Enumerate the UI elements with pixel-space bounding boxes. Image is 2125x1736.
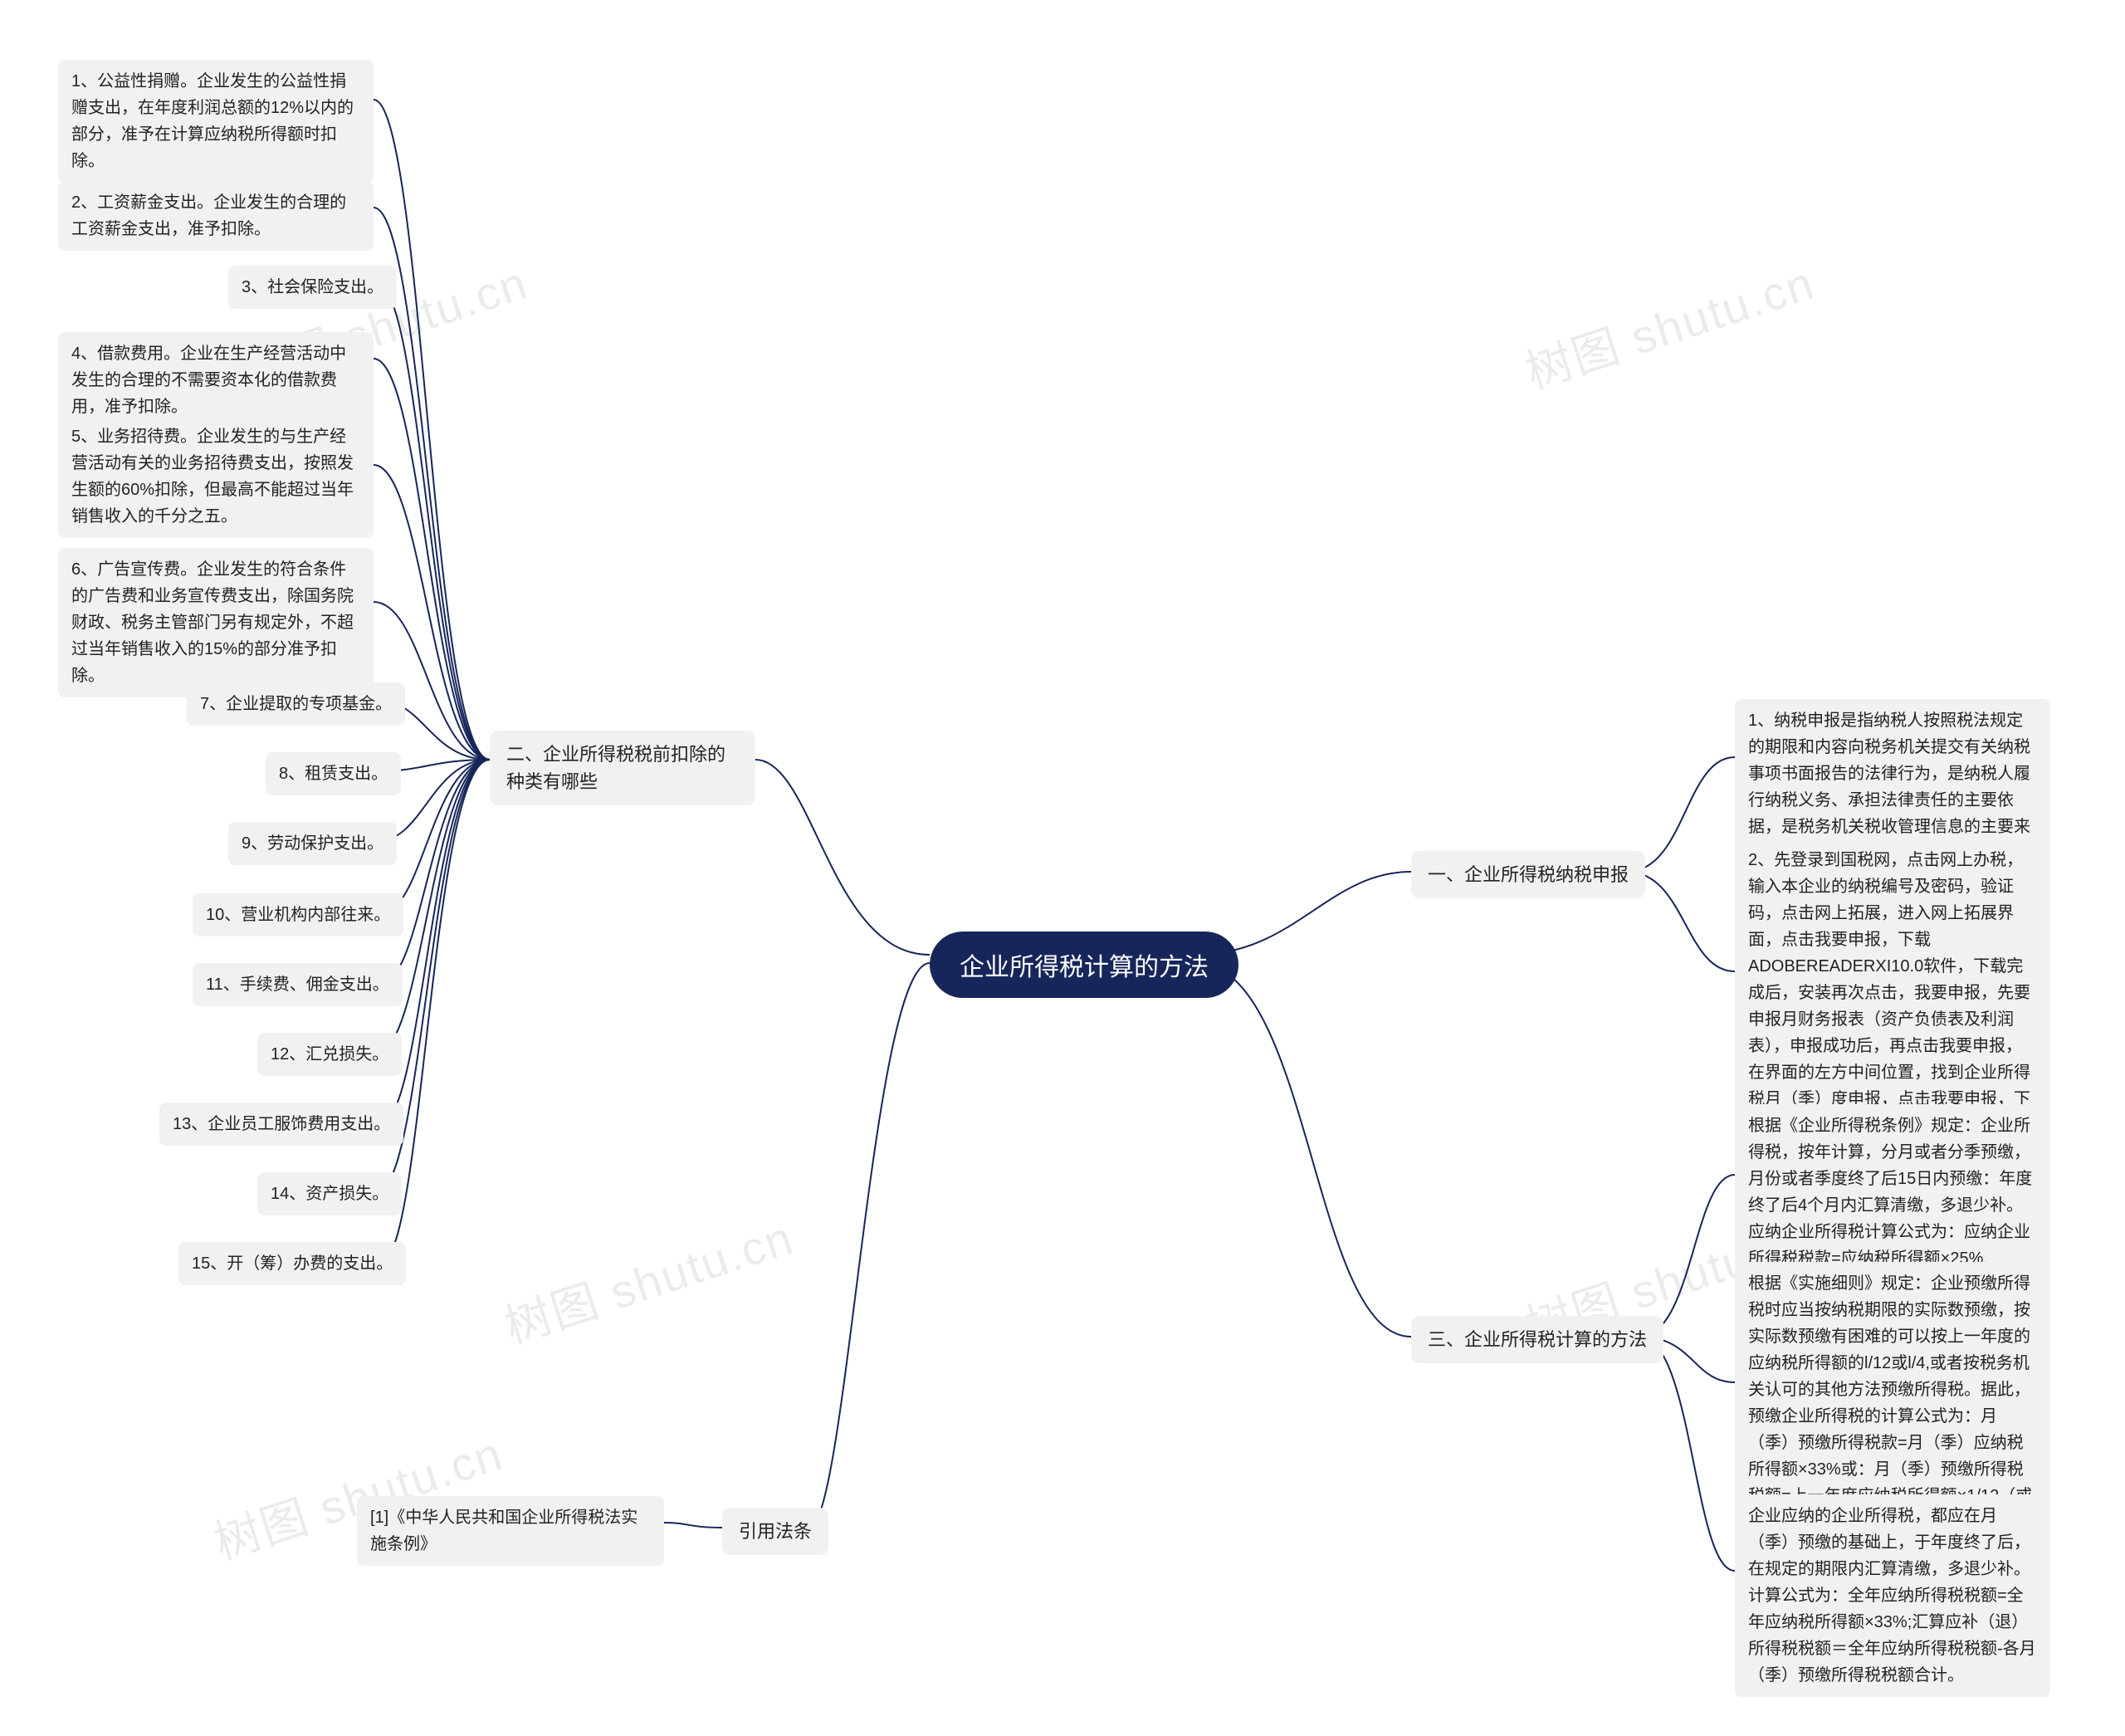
leaf-node: 9、劳动保护支出。 bbox=[228, 822, 397, 865]
leaf-label: 15、开（筹）办费的支出。 bbox=[192, 1254, 393, 1273]
branch-label: 二、企业所得税税前扣除的种类有哪些 bbox=[506, 744, 725, 792]
leaf-label: 13、企业员工服饰费用支出。 bbox=[173, 1115, 390, 1133]
leaf-node: 15、开（筹）办费的支出。 bbox=[178, 1242, 406, 1285]
leaf-node: 企业应纳的企业所得税，都应在月（季）预缴的基础上，于年度终了后，在规定的期限内汇… bbox=[1735, 1494, 2050, 1697]
leaf-node: 8、租赁支出。 bbox=[266, 752, 401, 795]
leaf-label: 企业应纳的企业所得税，都应在月（季）预缴的基础上，于年度终了后，在规定的期限内汇… bbox=[1748, 1507, 2036, 1685]
watermark: 树图 shutu.cn bbox=[495, 1201, 801, 1357]
leaf-label: 根据《实施细则》规定：企业预缴所得税时应当按纳税期限的实际数预缴，按实际数预缴有… bbox=[1748, 1274, 2032, 1532]
leaf-label: 8、租赁支出。 bbox=[279, 765, 388, 783]
root-label: 企业所得税计算的方法 bbox=[960, 954, 1209, 981]
root-node: 企业所得税计算的方法 bbox=[930, 932, 1238, 998]
leaf-node: 12、汇兑损失。 bbox=[257, 1033, 402, 1076]
leaf-label: 11、手续费、佣金支出。 bbox=[206, 976, 389, 994]
leaf-node: 3、社会保险支出。 bbox=[228, 266, 397, 309]
leaf-node: 10、营业机构内部往来。 bbox=[193, 893, 403, 936]
leaf-label: 12、汇兑损失。 bbox=[271, 1045, 388, 1064]
leaf-node: 4、借款费用。企业在生产经营活动中发生的合理的不需要资本化的借款费用，准予扣除。 bbox=[58, 332, 374, 428]
leaf-label: [1]《中华人民共和国企业所得税法实施条例》 bbox=[370, 1509, 638, 1553]
leaf-node: 14、资产损失。 bbox=[257, 1172, 402, 1215]
branch-label: 三、企业所得税计算的方法 bbox=[1428, 1329, 1647, 1350]
branch-label: 引用法条 bbox=[739, 1521, 812, 1542]
leaf-label: 14、资产损失。 bbox=[271, 1185, 388, 1203]
branch-node: 三、企业所得税计算的方法 bbox=[1411, 1316, 1663, 1363]
leaf-node: 2、工资薪金支出。企业发生的合理的工资薪金支出，准予扣除。 bbox=[58, 181, 374, 251]
leaf-node: 6、广告宣传费。企业发生的符合条件的广告费和业务宣传费支出，除国务院财政、税务主… bbox=[58, 548, 374, 697]
branch-node: 二、企业所得税税前扣除的种类有哪些 bbox=[490, 731, 755, 805]
leaf-label: 10、营业机构内部往来。 bbox=[206, 906, 390, 924]
leaf-node: 根据《企业所得税条例》规定：企业所得税，按年计算，分月或者分季预缴，月份或者季度… bbox=[1735, 1104, 2050, 1280]
branch-label: 一、企业所得税纳税申报 bbox=[1428, 864, 1629, 885]
leaf-label: 7、企业提取的专项基金。 bbox=[200, 695, 392, 713]
leaf-label: 9、劳动保护支出。 bbox=[242, 834, 383, 853]
leaf-node: 11、手续费、佣金支出。 bbox=[193, 963, 403, 1006]
leaf-label: 2、工资薪金支出。企业发生的合理的工资薪金支出，准予扣除。 bbox=[71, 193, 346, 238]
leaf-node: 7、企业提取的专项基金。 bbox=[187, 682, 405, 726]
watermark: 树图 shutu.cn bbox=[1516, 246, 1822, 403]
leaf-label: 4、借款费用。企业在生产经营活动中发生的合理的不需要资本化的借款费用，准予扣除。 bbox=[71, 345, 346, 416]
leaf-label: 5、业务招待费。企业发生的与生产经营活动有关的业务招待费支出，按照发生额的60%… bbox=[71, 428, 354, 526]
leaf-label: 2、先登录到国税网，点击网上办税，输入本企业的纳税编号及密码，验证码，点击网上拓… bbox=[1748, 851, 2030, 1135]
branch-node: 一、企业所得税纳税申报 bbox=[1411, 851, 1645, 898]
leaf-node: [1]《中华人民共和国企业所得税法实施条例》 bbox=[357, 1496, 664, 1566]
leaf-label: 6、广告宣传费。企业发生的符合条件的广告费和业务宣传费支出，除国务院财政、税务主… bbox=[71, 560, 354, 685]
leaf-label: 1、公益性捐赠。企业发生的公益性捐赠支出，在年度利润总额的12%以内的部分，准予… bbox=[71, 72, 354, 170]
leaf-label: 3、社会保险支出。 bbox=[242, 278, 383, 296]
leaf-node: 1、公益性捐赠。企业发生的公益性捐赠支出，在年度利润总额的12%以内的部分，准予… bbox=[58, 60, 374, 183]
leaf-node: 13、企业员工服饰费用支出。 bbox=[159, 1103, 403, 1146]
leaf-label: 根据《企业所得税条例》规定：企业所得税，按年计算，分月或者分季预缴，月份或者季度… bbox=[1748, 1117, 2032, 1268]
leaf-node: 5、业务招待费。企业发生的与生产经营活动有关的业务招待费支出，按照发生额的60%… bbox=[58, 415, 374, 538]
branch-node: 引用法条 bbox=[722, 1508, 828, 1555]
leaf-node: 2、先登录到国税网，点击网上办税，输入本企业的纳税编号及密码，验证码，点击网上拓… bbox=[1735, 839, 2050, 1147]
